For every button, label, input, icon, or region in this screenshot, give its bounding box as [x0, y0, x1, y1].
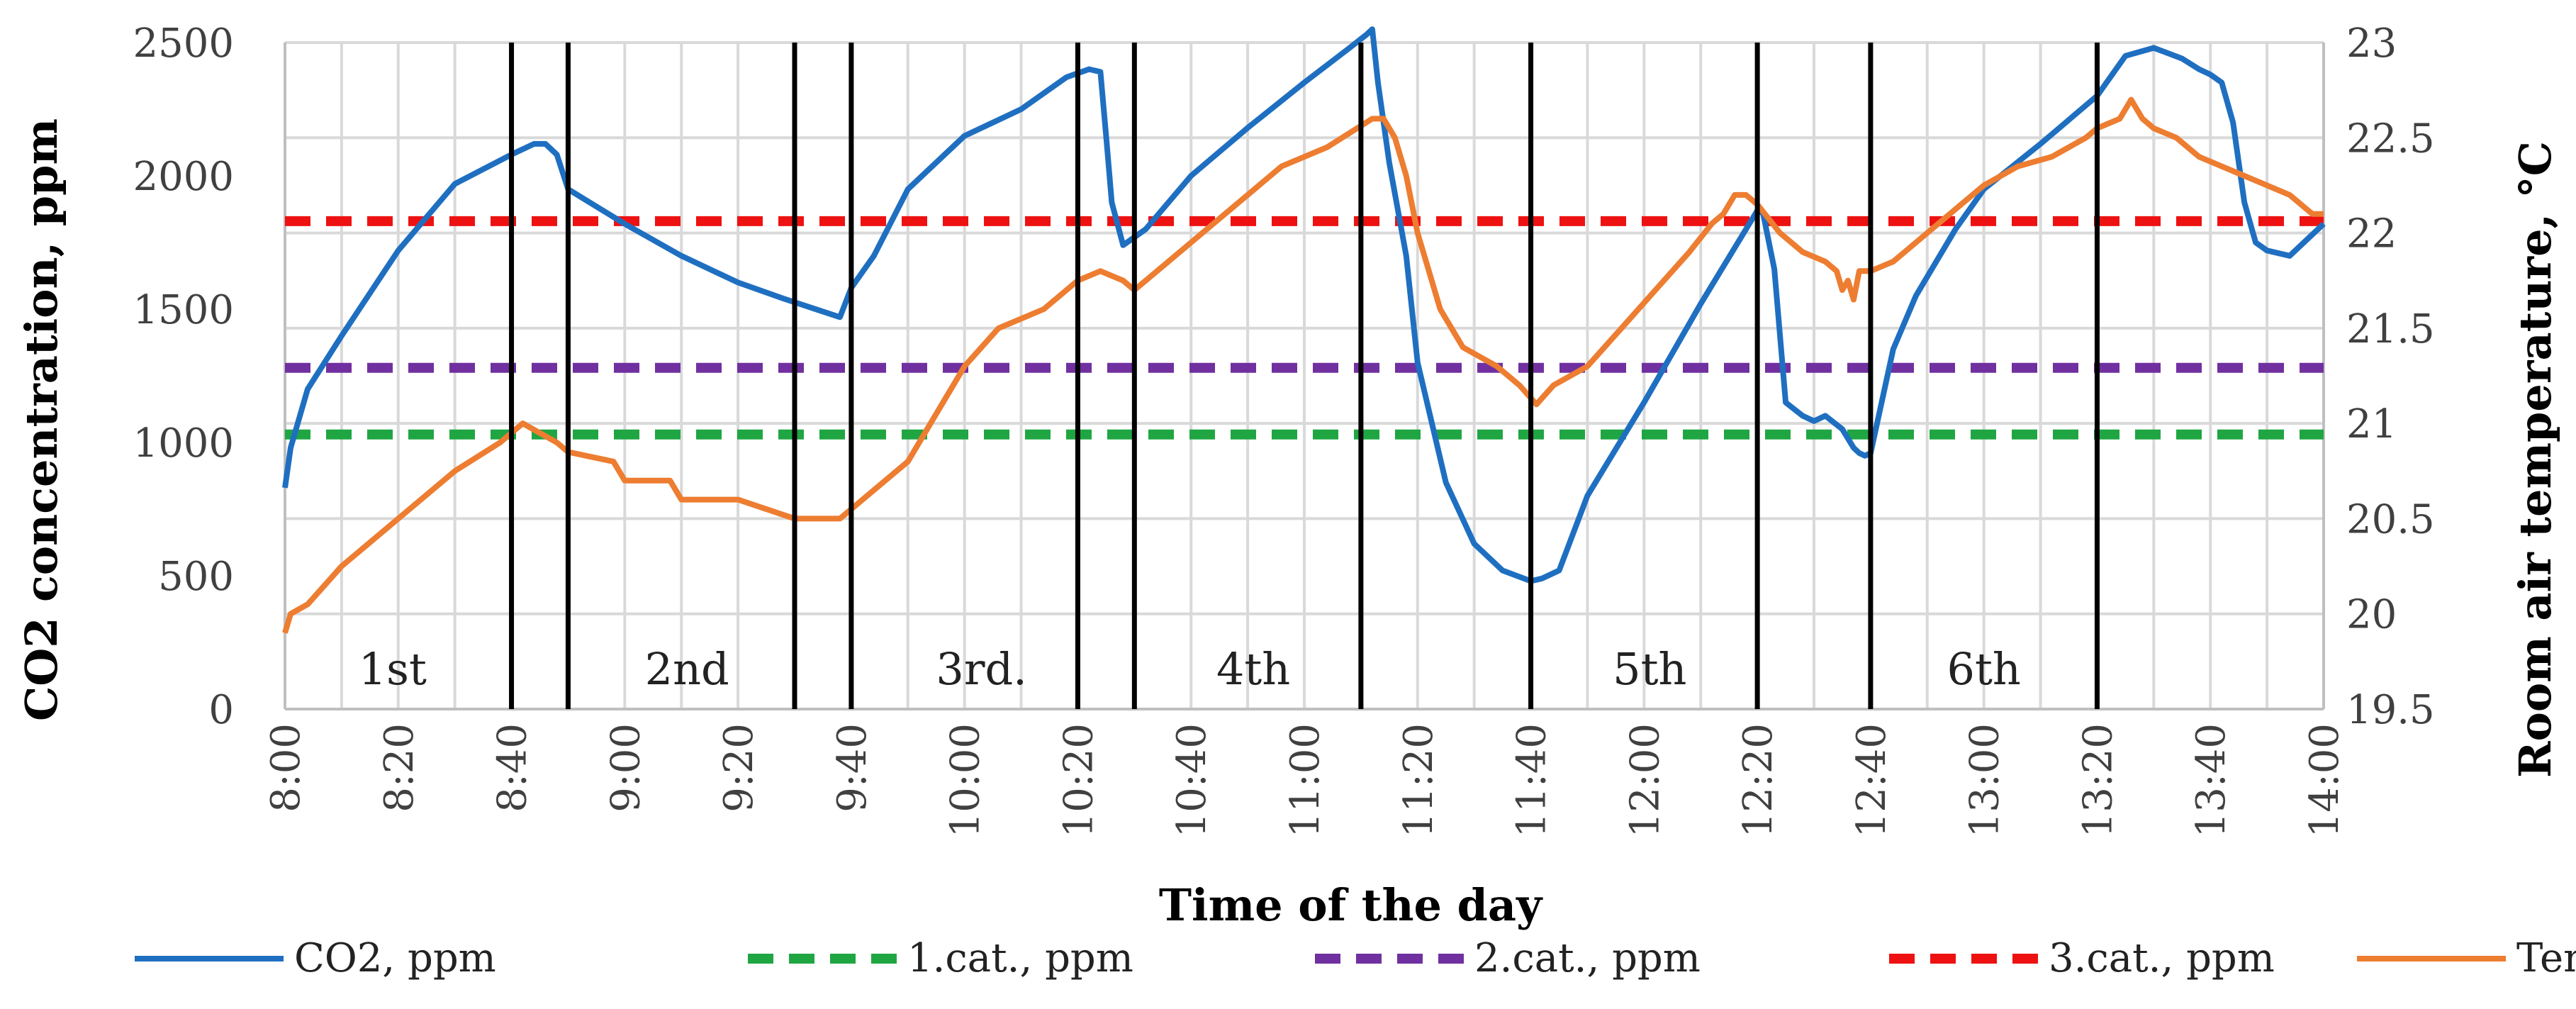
x-tick: 10:40 [1169, 723, 1215, 837]
x-tick: 13:00 [1962, 723, 2008, 837]
x-tick: 8:40 [490, 723, 536, 813]
x-tick: 10:20 [1055, 723, 1102, 837]
legend: CO2, ppm 1.cat., ppm 2.cat., ppm 3.cat., pp… [135, 935, 2576, 981]
lesson-label: 3rd. [936, 643, 1026, 695]
y-tick-right: 22.5 [2346, 116, 2435, 162]
series-lines [282, 26, 2326, 634]
x-tick: 12:40 [1849, 723, 1895, 837]
x-tick: 11:00 [1282, 723, 1328, 837]
series-line [282, 26, 2326, 584]
y-tick-right: 20 [2346, 592, 2397, 638]
y-tick-left: 2500 [133, 21, 234, 67]
x-tick: 13:20 [2075, 723, 2121, 837]
lesson-label: 1st [359, 643, 427, 695]
y-tick-right: 19.5 [2346, 687, 2435, 733]
series-line [282, 96, 2324, 634]
x-tick: 9:40 [829, 723, 875, 813]
y-tick-left: 0 [208, 687, 234, 733]
y-tick-left: 1500 [133, 287, 234, 333]
lesson-labels: 1st 2nd 3rd. 4th 5th 6th [359, 643, 2021, 695]
lesson-boundaries [509, 43, 2100, 709]
y-tick-left: 1000 [133, 420, 234, 467]
x-tick: 9:00 [603, 723, 649, 813]
y-tick-left: 2000 [133, 154, 234, 200]
x-tick: 11:40 [1509, 723, 1555, 837]
x-tick: 13:40 [2188, 723, 2234, 837]
x-tick: 9:20 [716, 723, 762, 813]
legend-label: Temp, °C [2516, 935, 2576, 981]
legend-label: 3.cat., ppm [2049, 935, 2275, 981]
y-axis-right-title: Room air temperature, °C [2509, 141, 2561, 778]
plot-area [284, 43, 2325, 710]
y-tick-right: 21.5 [2346, 306, 2435, 352]
lesson-label: 4th [1216, 643, 1290, 695]
y-axis-right-ticks: 19.5 20 20.5 21 21.5 22 22.5 23 [2346, 21, 2435, 733]
x-tick: 11:20 [1396, 723, 1442, 837]
y-axis-left-ticks: 0 500 1000 1500 2000 2500 [133, 21, 234, 733]
y-tick-right: 23 [2346, 21, 2397, 67]
lesson-label: 5th [1613, 643, 1686, 695]
x-axis-title: Time of the day [1159, 879, 1543, 931]
y-tick-right: 22 [2346, 211, 2397, 257]
legend-label: CO2, ppm [294, 935, 496, 981]
y-tick-right: 20.5 [2346, 496, 2435, 542]
x-tick: 14:00 [2302, 723, 2348, 837]
x-tick: 12:00 [1622, 723, 1668, 837]
x-tick: 8:00 [263, 723, 309, 813]
x-tick: 10:00 [943, 723, 989, 837]
y-axis-left-title: CO2 concentration, ppm [16, 118, 67, 721]
legend-label: 1.cat., ppm [907, 935, 1133, 981]
gridlines [284, 41, 2325, 710]
y-tick-right: 21 [2346, 401, 2397, 447]
legend-label: 2.cat., ppm [1474, 935, 1701, 981]
x-tick: 8:20 [376, 723, 422, 813]
x-tick: 12:20 [1735, 723, 1781, 837]
y-tick-left: 500 [158, 554, 234, 600]
lesson-label: 2nd [645, 643, 729, 695]
lesson-label: 6th [1947, 643, 2021, 695]
x-axis-ticks: 8:00 8:20 8:40 9:00 9:20 9:40 10:00 10:20 10:40 1… [263, 723, 2348, 837]
